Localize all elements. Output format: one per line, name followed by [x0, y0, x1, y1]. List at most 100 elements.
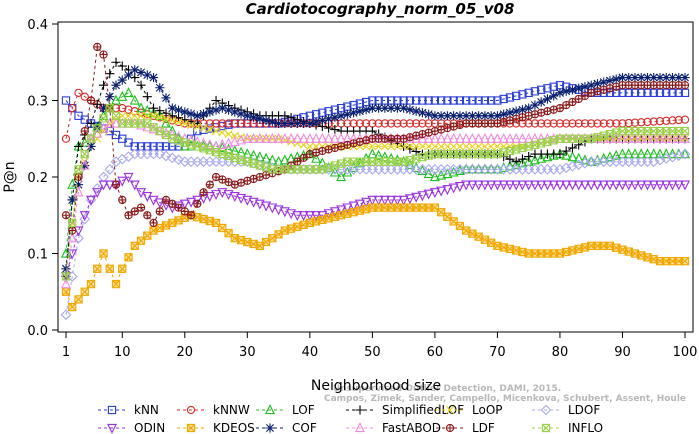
point-ldof	[173, 154, 184, 166]
point-fastabod	[273, 132, 284, 143]
point-cof	[405, 105, 415, 115]
point-loop	[180, 119, 189, 128]
legend-label: LoOP	[472, 403, 503, 417]
point-knnw	[380, 119, 390, 128]
point-odin	[261, 201, 272, 212]
point-cof	[255, 114, 265, 124]
point-fastabod	[304, 132, 315, 143]
point-lof	[429, 171, 440, 182]
point-knnw	[418, 119, 427, 128]
point-loop	[174, 117, 183, 126]
point-lof	[148, 107, 159, 118]
point-odin	[404, 194, 415, 205]
point-knn	[537, 85, 546, 94]
point-loop	[399, 142, 408, 151]
point-ldof	[673, 150, 685, 161]
point-knnw	[580, 119, 590, 128]
point-cof	[636, 72, 646, 83]
point-fastabod	[417, 132, 428, 143]
point-cof	[486, 111, 496, 121]
point-fastabod	[423, 132, 434, 143]
point-fastabod	[204, 139, 215, 150]
point-ldof	[660, 153, 672, 165]
point-ldof	[154, 148, 166, 160]
point-knnw	[236, 119, 246, 128]
point-odin	[342, 203, 353, 214]
x-axis-label: Neighborhood size	[311, 378, 441, 394]
point-kdeos	[74, 295, 83, 304]
point-knnw	[61, 134, 71, 143]
point-lof	[517, 157, 528, 168]
point-cof	[667, 72, 678, 83]
point-ldf	[205, 180, 214, 189]
point-fastabod	[611, 132, 622, 143]
point-ldf	[161, 195, 171, 205]
point-loop	[212, 127, 221, 136]
point-knn	[437, 96, 446, 105]
point-fastabod	[61, 278, 71, 289]
point-odin	[79, 211, 90, 222]
point-knn	[512, 91, 521, 101]
point-knnw	[643, 117, 652, 127]
point-ldof	[667, 151, 678, 163]
point-odin	[323, 209, 334, 220]
point-knnw	[612, 119, 621, 128]
point-lof	[548, 149, 559, 160]
y-tick-label: 0.4	[27, 18, 48, 33]
point-fastabod	[248, 132, 259, 143]
point-cof	[117, 75, 127, 85]
legend-label: COF	[292, 421, 317, 434]
point-fastabod	[486, 132, 497, 143]
y-tick-label: 0.3	[27, 95, 48, 110]
point-cof	[205, 107, 215, 117]
point-cof	[499, 109, 509, 119]
point-simplifiedlof	[555, 149, 565, 159]
point-kdeos	[93, 264, 102, 273]
point-lof	[317, 157, 328, 168]
point-loop	[205, 125, 214, 134]
point-knnw	[68, 104, 77, 113]
point-cof	[567, 85, 578, 95]
point-cof	[173, 105, 184, 115]
point-cof	[455, 111, 465, 121]
point-cof	[524, 103, 534, 113]
point-fastabod	[429, 132, 440, 143]
point-knnw	[555, 119, 565, 128]
point-loop	[449, 142, 458, 151]
point-fastabod	[680, 132, 690, 143]
point-lof	[680, 148, 690, 159]
point-cof	[542, 94, 553, 104]
point-odin	[186, 197, 197, 208]
point-fastabod	[592, 132, 603, 143]
point-odin	[148, 195, 159, 206]
point-fastabod	[286, 132, 297, 143]
point-odin	[517, 180, 528, 191]
point-odin	[367, 195, 378, 206]
point-inflo	[680, 126, 690, 136]
point-odin	[617, 180, 628, 191]
series-line-inflo	[65, 107, 685, 277]
point-lof	[542, 151, 553, 162]
legend-item-ldf: LDF	[436, 421, 495, 434]
point-odin	[436, 186, 447, 197]
legend-marker	[107, 405, 117, 415]
legend-marker	[265, 423, 275, 433]
point-fastabod	[236, 134, 247, 145]
point-cof	[217, 103, 227, 113]
x-tick-label: 10	[114, 345, 131, 360]
point-kdeos	[662, 256, 671, 266]
point-loop	[480, 142, 489, 151]
point-kdeos	[124, 253, 133, 262]
point-odin	[279, 207, 290, 218]
point-knnw	[405, 119, 415, 128]
point-loop	[487, 142, 496, 151]
point-ldof	[560, 162, 572, 174]
point-fastabod	[92, 127, 103, 138]
legend-item-ldof: LDOF	[532, 403, 600, 417]
point-knnw	[587, 119, 596, 128]
point-cof	[111, 80, 121, 90]
legend-item-loop: LoOP	[436, 403, 503, 417]
point-loop	[368, 142, 377, 151]
point-loop	[168, 116, 177, 125]
series-kdeos	[61, 203, 690, 312]
